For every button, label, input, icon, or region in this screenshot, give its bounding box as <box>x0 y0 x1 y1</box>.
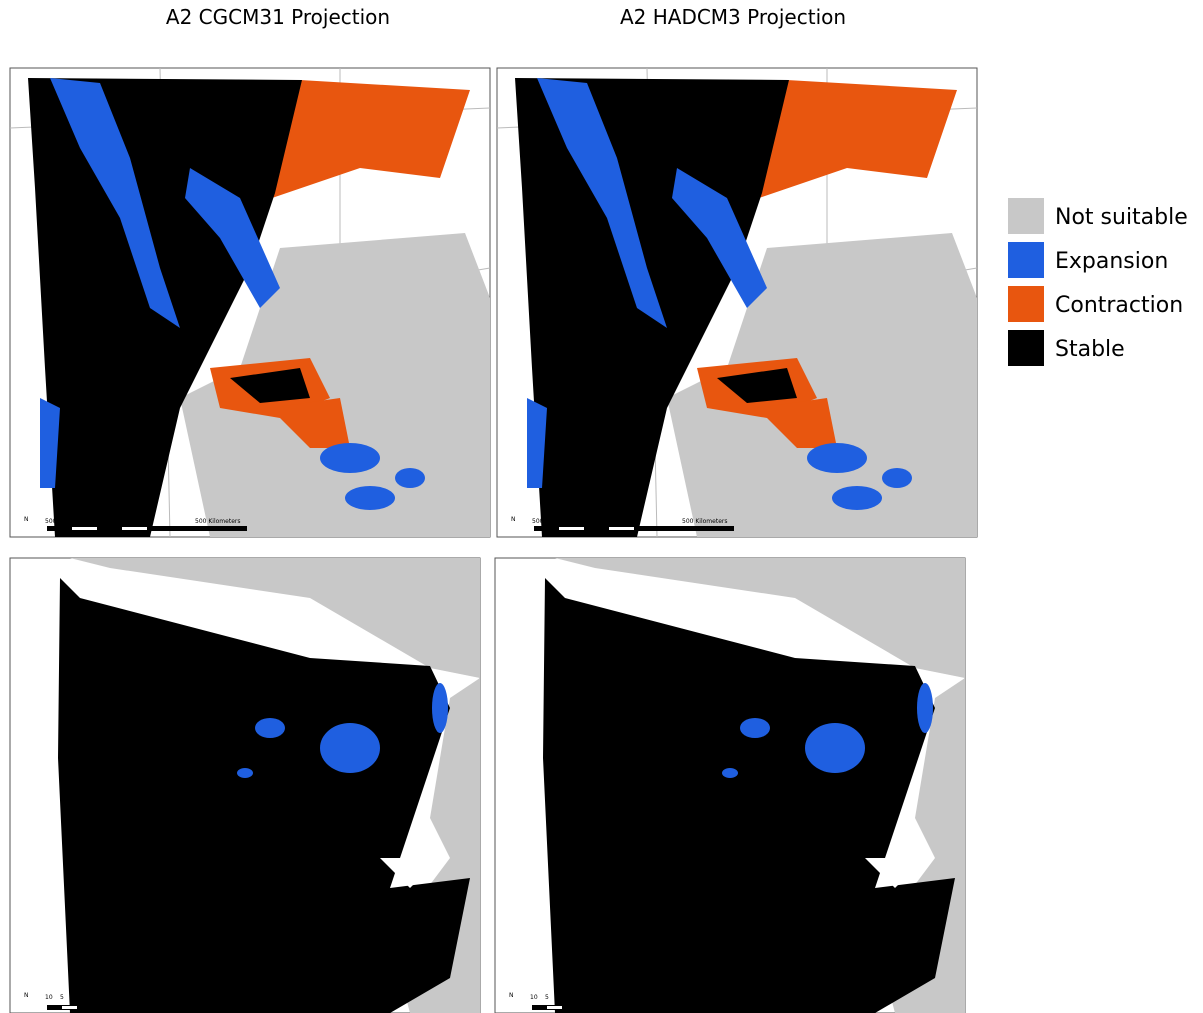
column-title: A2 CGCM31 Projection <box>166 5 390 29</box>
map-panel <box>495 558 965 1013</box>
scale-label: 500 <box>45 518 57 525</box>
scale-label: 10 <box>45 994 53 1001</box>
legend-label: Contraction <box>1055 293 1183 318</box>
scale-label: 500 Kilometers <box>195 518 240 525</box>
legend-swatch <box>1008 330 1044 366</box>
legend-swatch <box>1008 198 1044 234</box>
scale-label: 0 <box>560 994 564 1001</box>
column-title: A2 HADCM3 Projection <box>620 5 846 29</box>
scale-label: 500 <box>532 518 544 525</box>
map-panel <box>10 558 480 1013</box>
scale-label: 10 Kilometers <box>90 994 132 1001</box>
scale-label: 0 <box>145 518 149 525</box>
scale-label: 0 <box>75 994 79 1001</box>
scale-label: 250 <box>582 518 594 525</box>
scale-label: 0 <box>632 518 636 525</box>
figure: A2 CGCM31 Projection A2 HADCM3 Projectio… <box>0 0 1203 1013</box>
map-panel <box>497 68 977 537</box>
scale-label: 10 Kilometers <box>575 994 617 1001</box>
north-arrow: N <box>511 516 516 523</box>
north-arrow: N <box>24 516 29 523</box>
legend-label: Not suitable <box>1055 205 1188 230</box>
map-panel <box>10 68 490 537</box>
legend-label: Stable <box>1055 337 1125 362</box>
scale-label: 5 <box>545 994 549 1001</box>
scale-label: 5 <box>60 994 64 1001</box>
north-arrow: N <box>509 992 514 999</box>
scale-label: 500 Kilometers <box>682 518 727 525</box>
scale-label: 10 <box>530 994 538 1001</box>
scale-label: 250 <box>95 518 107 525</box>
north-arrow: N <box>24 992 29 999</box>
legend-label: Expansion <box>1055 249 1168 274</box>
legend-swatch <box>1008 242 1044 278</box>
legend-swatch <box>1008 286 1044 322</box>
